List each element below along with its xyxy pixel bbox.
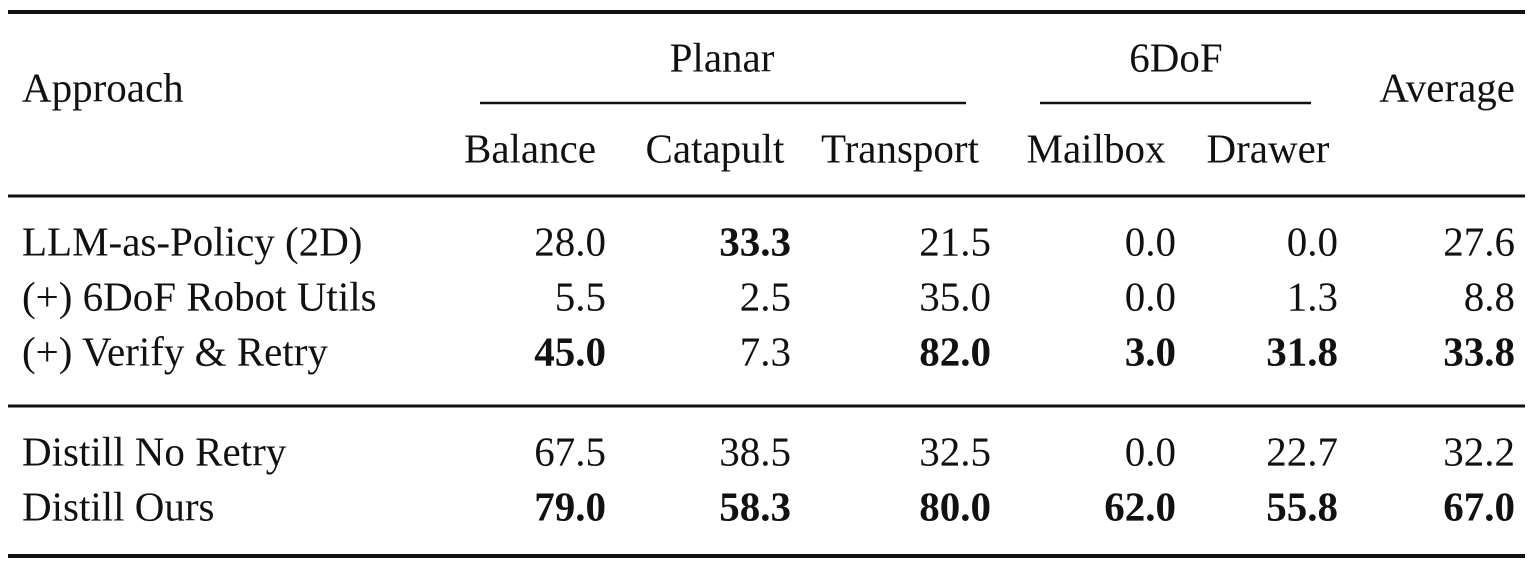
cell: 0.0 xyxy=(1125,218,1176,264)
row-label: LLM-as-Policy (2D) xyxy=(22,218,362,264)
cell: 55.8 xyxy=(1266,483,1338,529)
cell: 22.7 xyxy=(1266,428,1338,474)
cell: 62.0 xyxy=(1104,483,1176,529)
cell: 0.0 xyxy=(1125,428,1176,474)
cell: 45.0 xyxy=(534,328,606,374)
cell: 3.0 xyxy=(1125,328,1176,374)
cell: 79.0 xyxy=(534,483,606,529)
cell: 2.5 xyxy=(740,273,791,319)
cell: 21.5 xyxy=(919,218,991,264)
cell: 33.8 xyxy=(1443,328,1515,374)
group-header: 6DoF xyxy=(1129,34,1222,80)
cell: 67.5 xyxy=(534,428,606,474)
cell: 0.0 xyxy=(1125,273,1176,319)
cell: 82.0 xyxy=(919,328,991,374)
cell: 32.2 xyxy=(1443,428,1515,474)
cell: 58.3 xyxy=(719,483,791,529)
column-header: Catapult xyxy=(646,125,786,171)
cell: 27.6 xyxy=(1443,218,1515,264)
column-header: Drawer xyxy=(1207,125,1330,171)
column-header: Transport xyxy=(821,125,980,171)
cell: 35.0 xyxy=(919,273,991,319)
row-label: Distill No Retry xyxy=(22,428,287,474)
approach-header: Approach xyxy=(22,64,184,110)
column-header: Balance xyxy=(464,125,596,171)
group-header: Planar xyxy=(670,34,775,80)
average-header: Average xyxy=(1379,64,1515,110)
cell: 5.5 xyxy=(555,273,606,319)
cell: 80.0 xyxy=(919,483,991,529)
cell: 0.0 xyxy=(1287,218,1338,264)
cell: 33.3 xyxy=(719,218,791,264)
cell: 7.3 xyxy=(740,328,791,374)
cell: 38.5 xyxy=(719,428,791,474)
cell: 28.0 xyxy=(534,218,606,264)
column-header: Mailbox xyxy=(1027,125,1166,171)
cell: 32.5 xyxy=(919,428,991,474)
cell: 67.0 xyxy=(1443,483,1515,529)
cell: 1.3 xyxy=(1287,273,1338,319)
cell: 31.8 xyxy=(1266,328,1338,374)
row-label: (+) 6DoF Robot Utils xyxy=(22,273,377,319)
row-label: (+) Verify & Retry xyxy=(22,328,328,374)
cell: 8.8 xyxy=(1464,273,1515,319)
row-label: Distill Ours xyxy=(22,483,215,529)
